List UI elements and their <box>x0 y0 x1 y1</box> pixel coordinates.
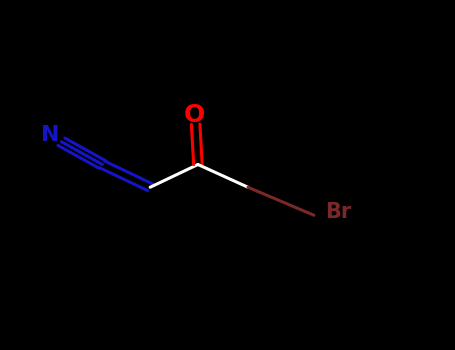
Text: O: O <box>184 104 205 127</box>
Text: N: N <box>41 125 59 146</box>
Text: Br: Br <box>325 202 352 223</box>
